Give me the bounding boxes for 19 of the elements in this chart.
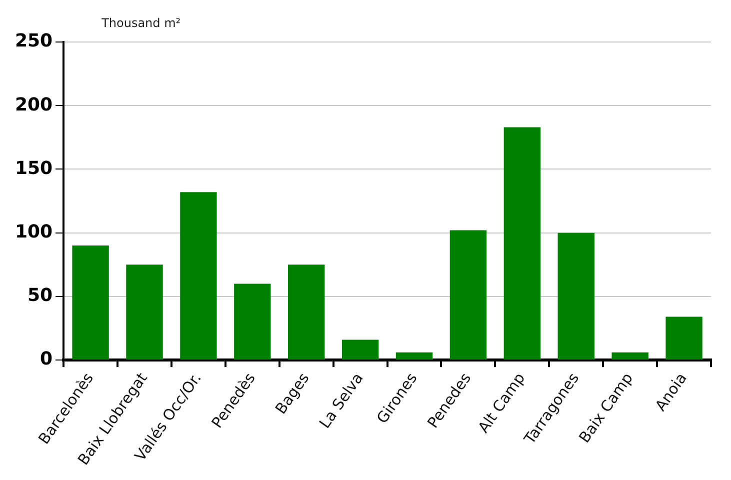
bar [558,232,594,360]
y-axis-title: Thousand m² [100,16,181,30]
bar [342,340,379,360]
bar [288,264,325,360]
y-tick-label: 150 [14,158,53,179]
y-tick-label: 0 [40,348,53,370]
y-tick-label: 250 [14,30,53,52]
bar [126,264,163,360]
y-tick-label: 200 [14,94,53,116]
bar [234,284,271,360]
bar [396,352,433,360]
bar [180,192,217,360]
bar [612,352,648,360]
y-tick-label: 100 [14,222,53,243]
bar [450,230,487,360]
y-tick-label: 50 [28,285,53,306]
bar [666,316,702,360]
bar [72,246,109,360]
bar [504,127,541,360]
